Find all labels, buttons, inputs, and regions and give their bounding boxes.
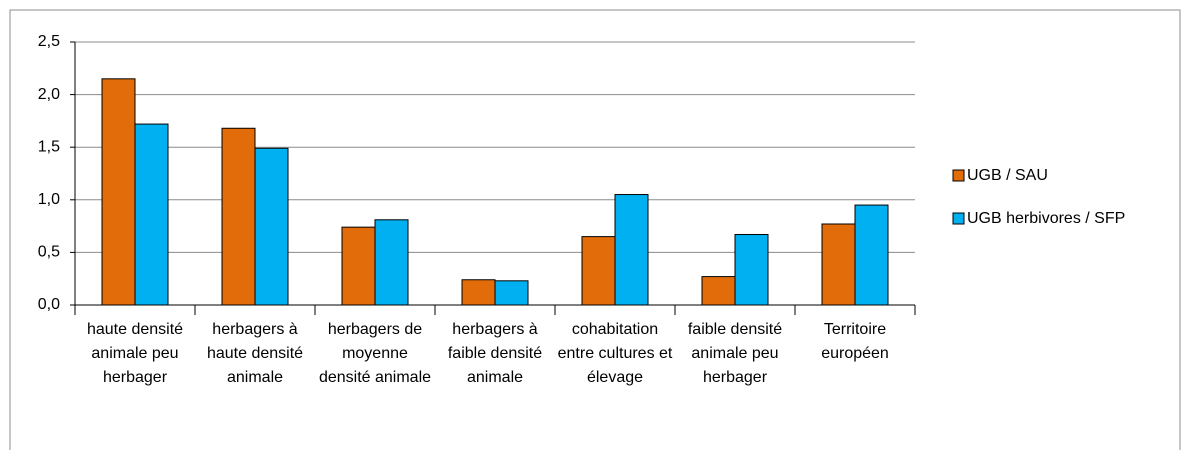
bar <box>494 280 529 306</box>
y-tick-label: 1,5 <box>38 138 60 155</box>
legend-swatch <box>952 212 965 225</box>
legend-swatch <box>952 169 965 182</box>
x-tick-label: Territoire européen <box>821 321 889 362</box>
bar <box>581 236 616 306</box>
x-tick-label: herbagers à haute densité animale <box>206 321 304 386</box>
x-tick-label: haute densité animale peu herbager <box>86 321 184 386</box>
x-tick-label: faible densité animale peu herbager <box>687 321 783 386</box>
bar <box>614 194 649 306</box>
bar <box>734 234 769 306</box>
bar <box>341 226 376 306</box>
bar <box>101 78 136 306</box>
bar <box>374 219 409 306</box>
bar <box>221 127 256 306</box>
y-tick-label: 1,0 <box>38 191 60 208</box>
legend-label: UGB / SAU <box>967 167 1048 184</box>
bar <box>461 279 496 306</box>
chart-frame <box>9 9 1181 450</box>
bar <box>821 223 856 306</box>
legend-label: UGB herbivores / SFP <box>967 210 1125 227</box>
y-tick-label: 0,5 <box>38 244 60 261</box>
bar <box>254 147 289 306</box>
y-tick-label: 0,0 <box>38 296 60 313</box>
bar <box>701 276 736 306</box>
x-tick-label: herbagers à faible densité animale <box>447 321 543 386</box>
x-tick-label: herbagers de moyenne densité animale <box>318 321 432 386</box>
y-tick-label: 2,5 <box>38 33 60 50</box>
y-tick-label: 2,0 <box>38 86 60 103</box>
bar <box>134 123 169 306</box>
x-tick-label: cohabitation entre cultures et élevage <box>557 321 673 386</box>
bar <box>854 204 889 306</box>
